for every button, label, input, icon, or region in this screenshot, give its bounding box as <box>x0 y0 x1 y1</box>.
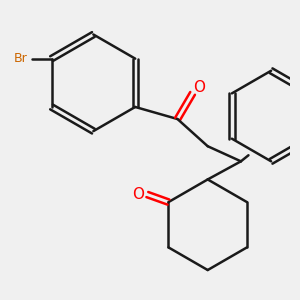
Text: O: O <box>193 80 205 95</box>
Text: O: O <box>132 187 144 202</box>
Text: Br: Br <box>14 52 27 65</box>
